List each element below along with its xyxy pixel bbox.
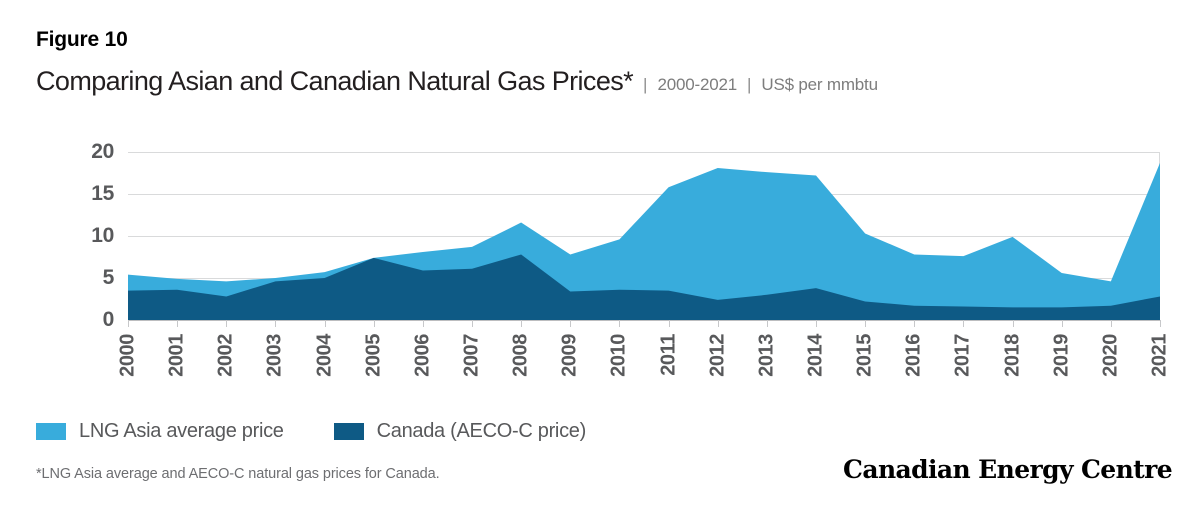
x-tick-2009: [570, 320, 572, 327]
x-tick-2000: [128, 320, 129, 327]
x-tick-2001: [177, 320, 179, 327]
y-axis-tick-20: 20: [91, 140, 114, 163]
figure-number: Figure 10: [36, 28, 128, 51]
x-axis-tick-2013: 2013: [755, 334, 778, 377]
x-axis-tick-2019: 2019: [1050, 334, 1073, 377]
gridline-20: [128, 152, 1160, 153]
y-axis-tick-5: 5: [102, 266, 115, 289]
x-axis-tick-2010: 2010: [607, 334, 630, 377]
plot-area: [128, 152, 1160, 321]
figure-title-row: Comparing Asian and Canadian Natural Gas…: [36, 66, 878, 97]
x-axis-tick-2006: 2006: [411, 334, 434, 377]
x-tick-2021: [1160, 320, 1161, 327]
x-tick-2005: [373, 320, 375, 327]
x-axis-tick-2002: 2002: [214, 334, 237, 377]
x-tick-2002: [226, 320, 228, 327]
x-tick-2004: [324, 320, 326, 327]
y-axis-labels: 0 5 10 15 20: [36, 130, 114, 342]
x-tick-2018: [1012, 320, 1014, 327]
x-axis-tick-2004: 2004: [313, 334, 336, 377]
gridline-0: [128, 320, 1160, 321]
x-axis-tick-2012: 2012: [706, 334, 729, 377]
x-axis-tick-2020: 2020: [1099, 334, 1122, 377]
x-axis-tick-2016: 2016: [902, 334, 925, 377]
x-tick-2010: [619, 320, 621, 327]
series-area-canada: [128, 254, 1160, 320]
legend-swatch-canada: [333, 423, 364, 440]
x-axis-ticks: [128, 320, 1161, 328]
brand-logo-text: Canadian Energy Centre: [843, 455, 1173, 484]
legend-swatch-lng-asia: [36, 423, 66, 440]
y-axis-tick-15: 15: [91, 182, 114, 205]
legend-item-canada[interactable]: Canada (AECO-C price): [333, 420, 587, 443]
x-axis-tick-2001: 2001: [165, 334, 188, 377]
x-axis-tick-2008: 2008: [509, 334, 532, 377]
x-tick-2007: [472, 320, 473, 327]
x-tick-2017: [963, 320, 965, 327]
x-tick-2008: [521, 320, 523, 327]
x-axis-tick-2009: 2009: [558, 334, 581, 377]
x-axis-tick-2011: 2011: [657, 334, 680, 376]
footnote: *LNG Asia average and AECO-C natural gas…: [36, 466, 440, 482]
chart: 0 5 10 15 20 2000 2001 2002 2003 2004 2005 2006 200…: [36, 130, 1170, 377]
x-axis-tick-2018: 2018: [1001, 334, 1024, 377]
gridline-15: [128, 194, 1160, 195]
legend-item-lng-asia[interactable]: LNG Asia average price: [36, 420, 284, 443]
y-axis-tick-0: 0: [102, 308, 115, 331]
x-tick-2015: [865, 320, 867, 327]
x-axis-tick-2003: 2003: [263, 334, 286, 377]
x-axis-tick-2007: 2007: [460, 334, 483, 377]
x-tick-2006: [422, 320, 424, 327]
x-tick-2012: [717, 320, 719, 327]
title-separator-1: |: [643, 75, 648, 94]
x-tick-2013: [766, 320, 768, 327]
x-axis-tick-2005: 2005: [362, 334, 385, 377]
area-chart-svg: [128, 162, 1160, 320]
legend-label-lng-asia: LNG Asia average price: [79, 420, 284, 442]
x-tick-2014: [816, 320, 817, 327]
x-axis-tick-2015: 2015: [853, 334, 876, 377]
x-axis-tick-2014: 2014: [804, 334, 827, 377]
figure-units: US$ per mmbtu: [761, 75, 878, 94]
x-tick-2019: [1061, 320, 1063, 327]
x-axis-labels: 2000 2001 2002 2003 2004 2005 2006 2007 2008 2009…: [117, 328, 1171, 408]
x-tick-2011: [668, 320, 670, 327]
legend-label-canada: Canada (AECO-C price): [376, 420, 587, 442]
figure-title: Comparing Asian and Canadian Natural Gas…: [36, 66, 634, 96]
figure-period: 2000-2021: [657, 75, 737, 94]
x-axis-tick-2000: 2000: [116, 334, 139, 377]
y-axis-tick-10: 10: [91, 224, 114, 247]
x-tick-2016: [914, 320, 916, 327]
title-separator-2: |: [746, 75, 752, 94]
chart-legend: LNG Asia average price Canada (AECO-C pr…: [36, 420, 636, 443]
x-tick-2003: [275, 320, 277, 327]
x-axis-tick-2017: 2017: [951, 334, 974, 377]
x-tick-2020: [1110, 320, 1112, 327]
x-axis-tick-2021: 2021: [1148, 334, 1171, 377]
